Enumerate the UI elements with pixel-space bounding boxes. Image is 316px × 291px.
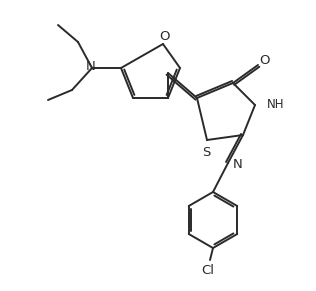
- Text: N: N: [86, 61, 96, 74]
- Text: S: S: [202, 146, 210, 159]
- Text: N: N: [233, 157, 243, 171]
- Text: NH: NH: [267, 98, 284, 111]
- Text: Cl: Cl: [202, 263, 215, 276]
- Text: O: O: [259, 54, 269, 68]
- Text: O: O: [159, 29, 169, 42]
